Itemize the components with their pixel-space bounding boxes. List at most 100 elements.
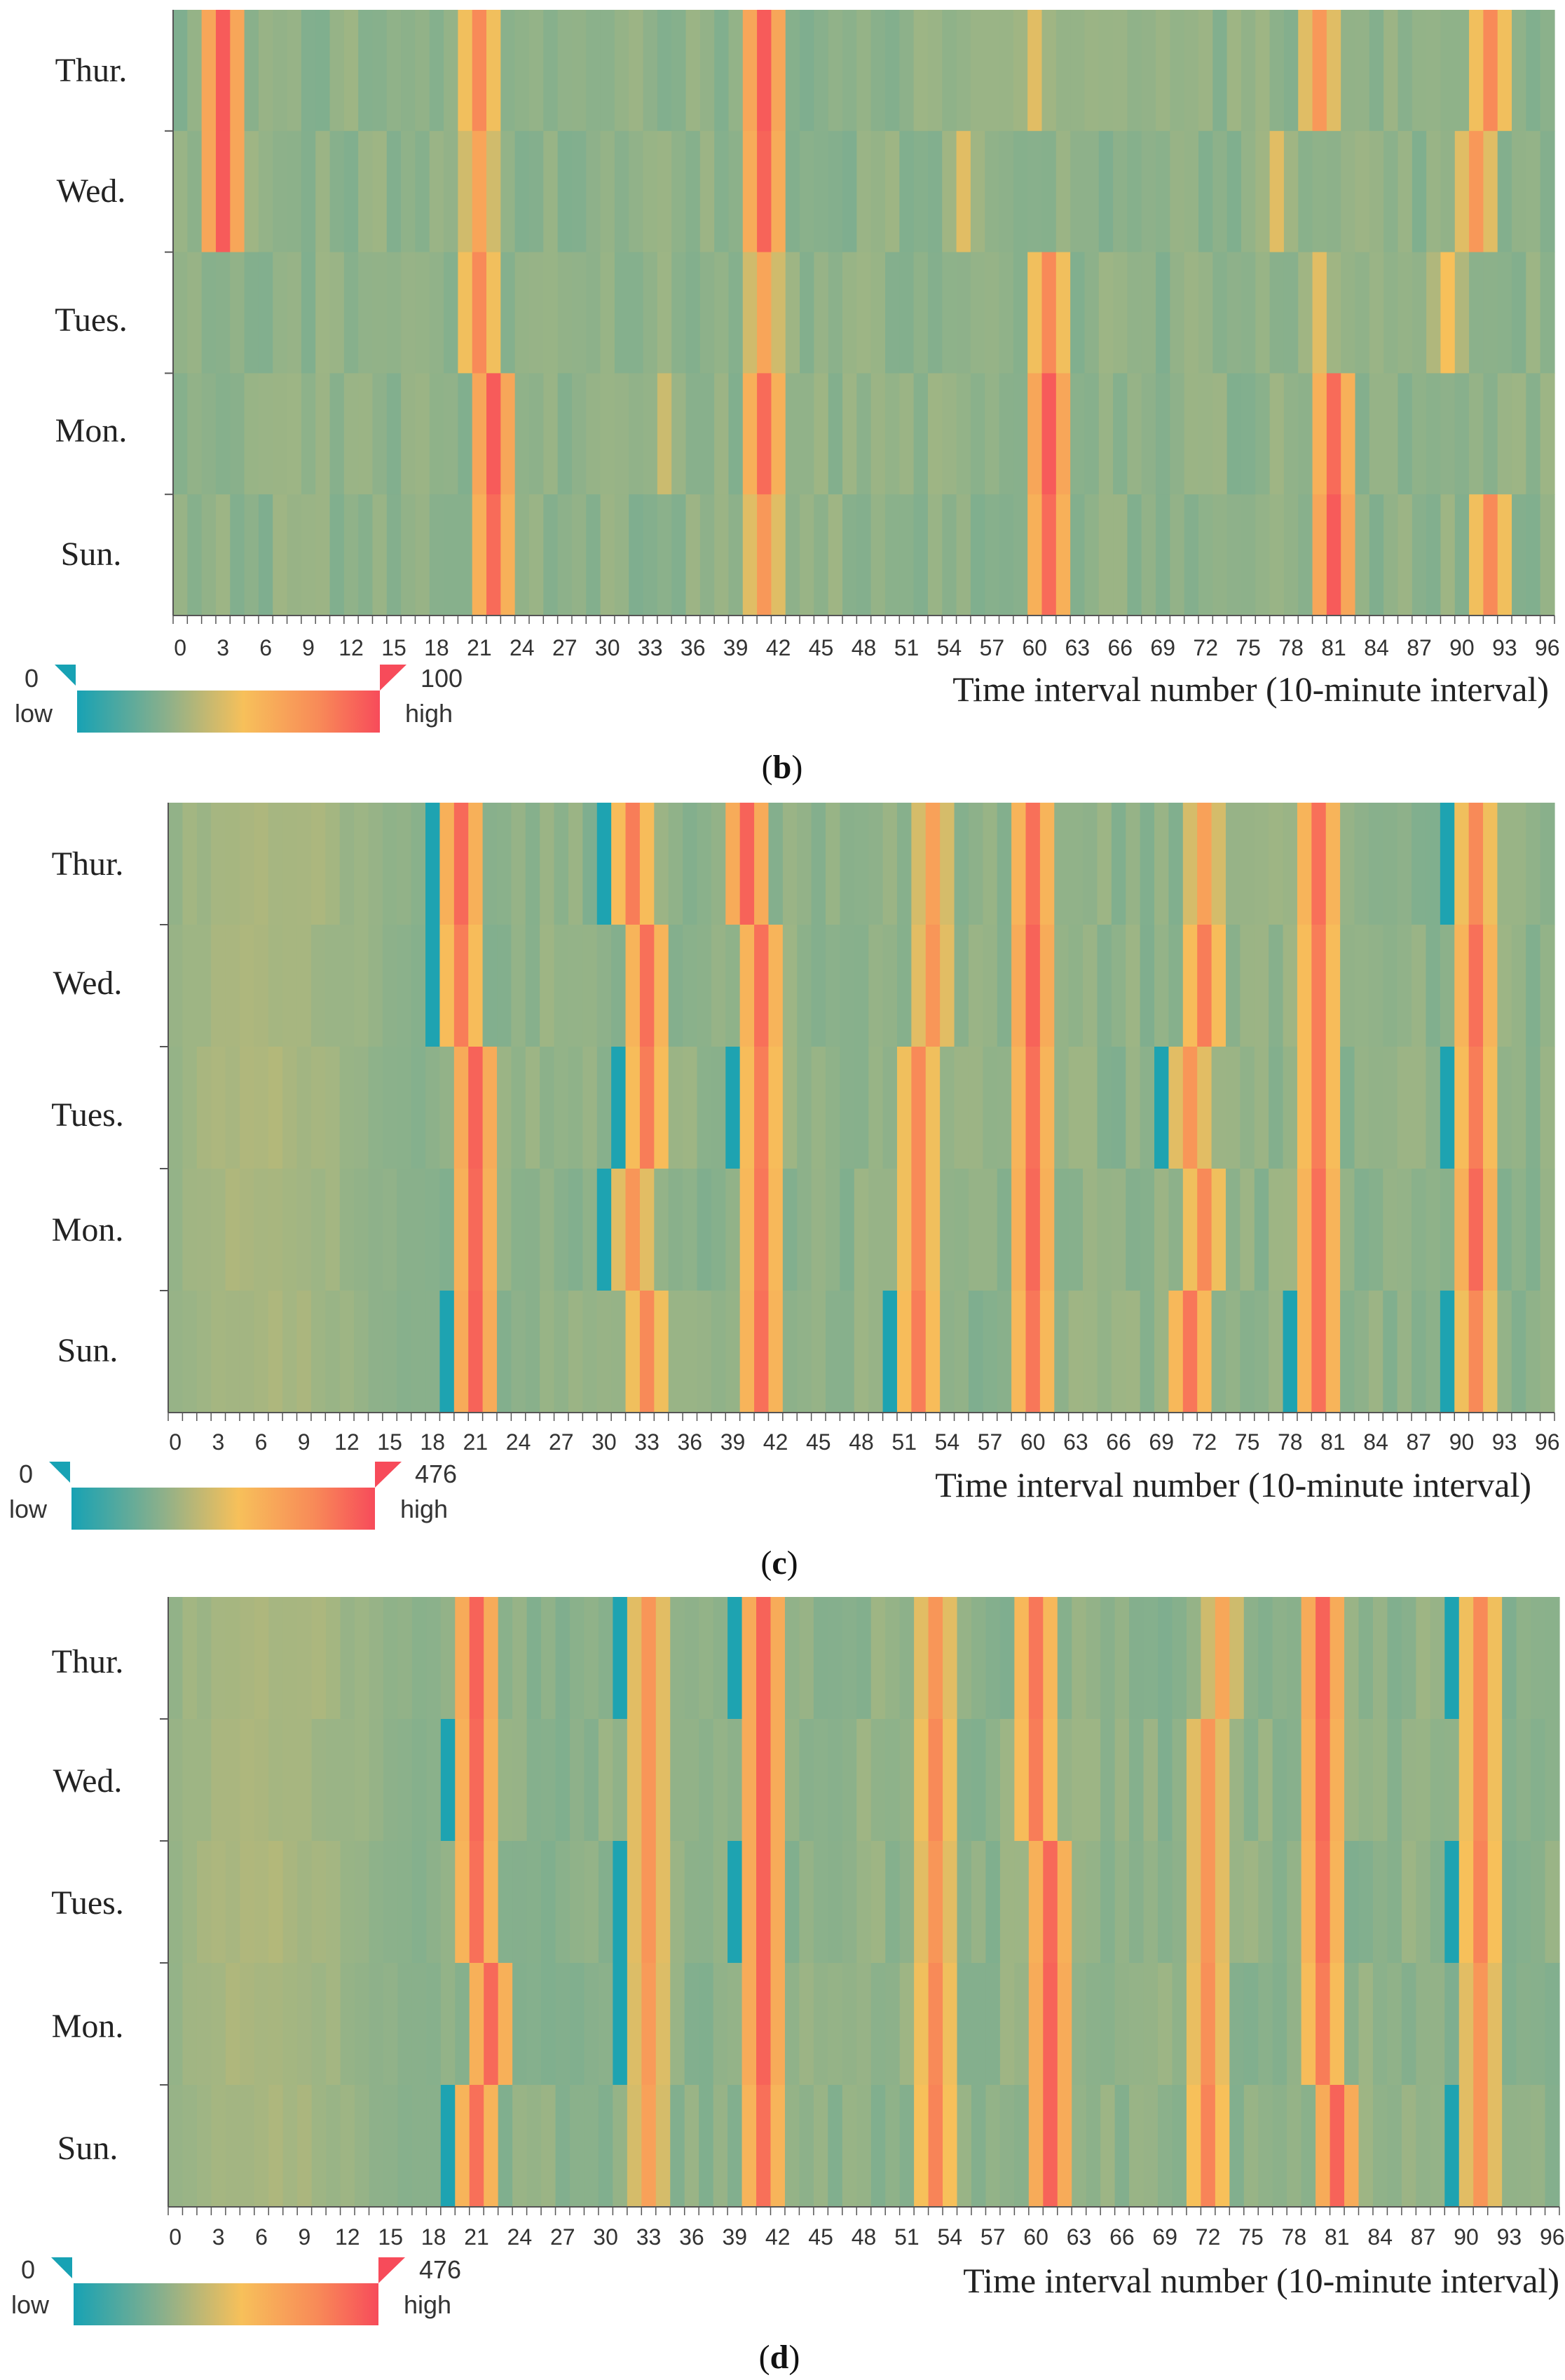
heatmap-cell [211,803,226,925]
heatmap-cell [1387,1719,1402,1842]
heatmap-cell [596,1047,612,1169]
heatmap-cell [1283,10,1299,132]
heatmap-cell [782,1169,798,1291]
heatmap-cell [1497,1047,1512,1169]
heatmap-cell [697,1047,712,1169]
heatmap-cell [1156,10,1170,132]
heatmap-cell [1458,1719,1474,1842]
heatmap-cell [268,1963,284,2086]
heatmap-cell [714,130,730,253]
heatmap-cell [699,1963,714,2086]
heatmap-cell [258,130,273,253]
heatmap-cell [970,373,985,495]
heatmap-cell [1315,2085,1331,2208]
heatmap-cell [1344,1841,1360,1964]
heatmap-cell [586,10,601,132]
heatmap-cell [1258,1963,1273,2086]
heatmap-cell [1143,1597,1159,1720]
heatmap-cell [913,373,929,495]
heatmap-cell [842,130,857,253]
heatmap-cell [1043,2085,1058,2208]
heatmap-cell [1229,1597,1245,1720]
heatmap-cell [826,803,841,925]
x-tick-label: 66 [1109,2224,1135,2250]
heatmap-cell [211,1963,226,2086]
heatmap-cell [854,803,869,925]
heatmap-cell [629,10,644,132]
heatmap-cell [211,2085,226,2208]
panel-b-caption-letter: b [773,749,792,786]
heatmap-cell [525,803,540,925]
heatmap-cell [1545,2085,1560,2208]
x-tick-label: 42 [765,2224,791,2250]
x-tick-label: 24 [507,2224,533,2250]
heatmap-cell [1114,1841,1130,1964]
heatmap-cell [1057,1597,1072,1720]
heatmap-cell [225,1047,240,1169]
heatmap-cell [1055,10,1071,132]
heatmap-cell [339,1291,355,1413]
panel-b-x-axis: 0 3 6 9 12 15 18 21 24 27 30 33 36 39 42 45 48 51 54 57 60 63… [165,10,1560,660]
heatmap-cell [1412,252,1427,374]
heatmap-cell [942,10,957,132]
heatmap-cell [1172,1841,1187,1964]
heatmap-cell [1526,1047,1541,1169]
heatmap-cell [968,803,983,925]
heatmap-cell [943,2085,958,2208]
panel-d-caption-letter: d [770,2339,789,2376]
heatmap-cell [1355,252,1370,374]
heatmap-cell [173,494,188,616]
heatmap-cell [999,373,1014,495]
heatmap-cell [697,803,712,925]
heatmap-cell [1129,1963,1144,2086]
x-tick-label: 78 [1282,2224,1307,2250]
heatmap-cell [1369,252,1384,374]
heatmap-cell [386,373,402,495]
x-tick-label: 27 [550,2224,575,2250]
heatmap-cell [1039,1291,1055,1413]
heatmap-cell [315,10,331,132]
heatmap-cell [670,1719,685,1842]
heatmap-cell [282,1719,298,1842]
heatmap-cell [511,803,526,925]
heatmap-cell [1111,925,1126,1047]
heatmap-cell [670,1597,685,1720]
heatmap-cell [358,494,374,616]
heatmap-cell [1454,252,1470,374]
heatmap-cell [358,373,374,495]
heatmap-cell [355,1963,370,2086]
heatmap-cell [1330,1597,1345,1720]
heatmap-cell [1412,494,1427,616]
heatmap-cell [685,130,701,253]
heatmap-cell [1084,373,1100,495]
heatmap-cell [1526,1169,1541,1291]
heatmap-cell [1072,1597,1087,1720]
heatmap-cell [168,1963,184,2086]
heatmap-cell [482,925,498,1047]
heatmap-cell [627,1597,642,1720]
heatmap-cell [1084,494,1100,616]
heatmap-cell [540,803,555,925]
heatmap-cell [1340,803,1355,925]
heatmap-cell [1430,1963,1445,2086]
heatmap-cell [1487,1597,1503,1720]
heatmap-cell [625,1047,641,1169]
heatmap-cell [1358,1841,1374,1964]
heatmap-cell [899,373,915,495]
x-tick-label: 90 [1449,635,1475,660]
heatmap-cell [254,1047,269,1169]
heatmap-cell [884,373,900,495]
heatmap-cell [1358,1719,1374,1842]
heatmap-cell [1114,1719,1130,1842]
heatmap-cell [1440,1047,1455,1169]
x-tick-label: 6 [259,635,272,660]
heatmap-cell [273,130,288,253]
heatmap-cell [254,1169,269,1291]
heatmap-cell [358,130,374,253]
heatmap-cell [196,1169,212,1291]
heatmap-cell [540,1291,555,1413]
heatmap-cell [301,252,316,374]
x-tick-label: 72 [1193,635,1218,660]
heatmap-cell [899,10,915,132]
heatmap-cell [225,1597,240,1720]
